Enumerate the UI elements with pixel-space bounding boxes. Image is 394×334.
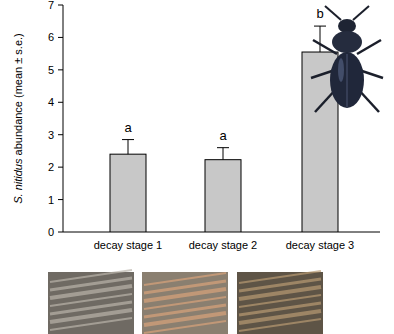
y-tick-label: 3 <box>48 129 54 141</box>
beetle-illustration <box>311 6 383 112</box>
photo-texture <box>50 318 132 330</box>
bar <box>110 154 146 232</box>
error-stem <box>223 148 224 160</box>
beetle-antenna <box>353 6 369 20</box>
beetle-shine <box>338 58 344 82</box>
y-label-rest: abundance (mean ± s.e.) <box>12 33 24 158</box>
error-stem <box>128 140 129 155</box>
y-tick <box>58 167 63 168</box>
decay-photo <box>142 272 228 334</box>
x-tick-label: decay stage 1 <box>94 239 163 251</box>
error-cap <box>122 139 134 140</box>
y-tick <box>58 134 63 135</box>
error-cap <box>314 26 326 27</box>
photo-texture <box>144 321 226 333</box>
error-stem <box>320 26 321 52</box>
beetle-abdomen <box>330 52 364 108</box>
chart-svg: 0 1 2 3 4 5 6 7 S. nitidus abundance (mean ± s.e… <box>0 0 394 334</box>
significance-letter: a <box>124 120 132 135</box>
significance-letter: a <box>219 128 227 143</box>
y-tick-label: 5 <box>48 64 54 76</box>
decay-photo <box>237 271 323 334</box>
chart-root: 0 1 2 3 4 5 6 7 S. nitidus abundance (mean ± s.e… <box>0 0 394 334</box>
bar <box>205 160 241 232</box>
y-axis-line <box>63 5 64 232</box>
photo-bg <box>237 272 323 334</box>
beetle-suture <box>347 54 348 107</box>
y-tick <box>58 232 63 233</box>
y-tick <box>58 69 63 70</box>
beetle-thorax <box>332 31 362 53</box>
x-tick-label: decay stage 3 <box>286 239 355 251</box>
error-cap <box>217 147 229 148</box>
error-bar <box>217 148 229 160</box>
y-tick-label: 1 <box>48 194 54 206</box>
y-tick-label: 0 <box>48 226 54 238</box>
decay-photo <box>48 270 134 334</box>
beetle-antenna <box>325 6 341 20</box>
y-tick <box>58 5 63 6</box>
y-tick <box>58 199 63 200</box>
error-bar <box>122 140 134 155</box>
photo-bg <box>142 272 228 334</box>
beetle-head <box>338 19 356 33</box>
y-tick <box>58 102 63 103</box>
y-tick-label: 7 <box>48 0 54 11</box>
plot-marks <box>110 26 338 232</box>
photo-texture <box>239 319 321 331</box>
y-tick-label: 6 <box>48 31 54 43</box>
y-axis-label: S. nitidus abundance (mean ± s.e.) <box>12 33 24 204</box>
significance-letter: b <box>316 6 323 21</box>
y-tick <box>58 37 63 38</box>
x-tick-label: decay stage 2 <box>189 239 258 251</box>
y-label-italic: S. nitidus <box>12 158 24 204</box>
y-tick-label: 4 <box>48 96 54 108</box>
y-tick-label: 2 <box>48 161 54 173</box>
error-bar <box>314 26 326 52</box>
